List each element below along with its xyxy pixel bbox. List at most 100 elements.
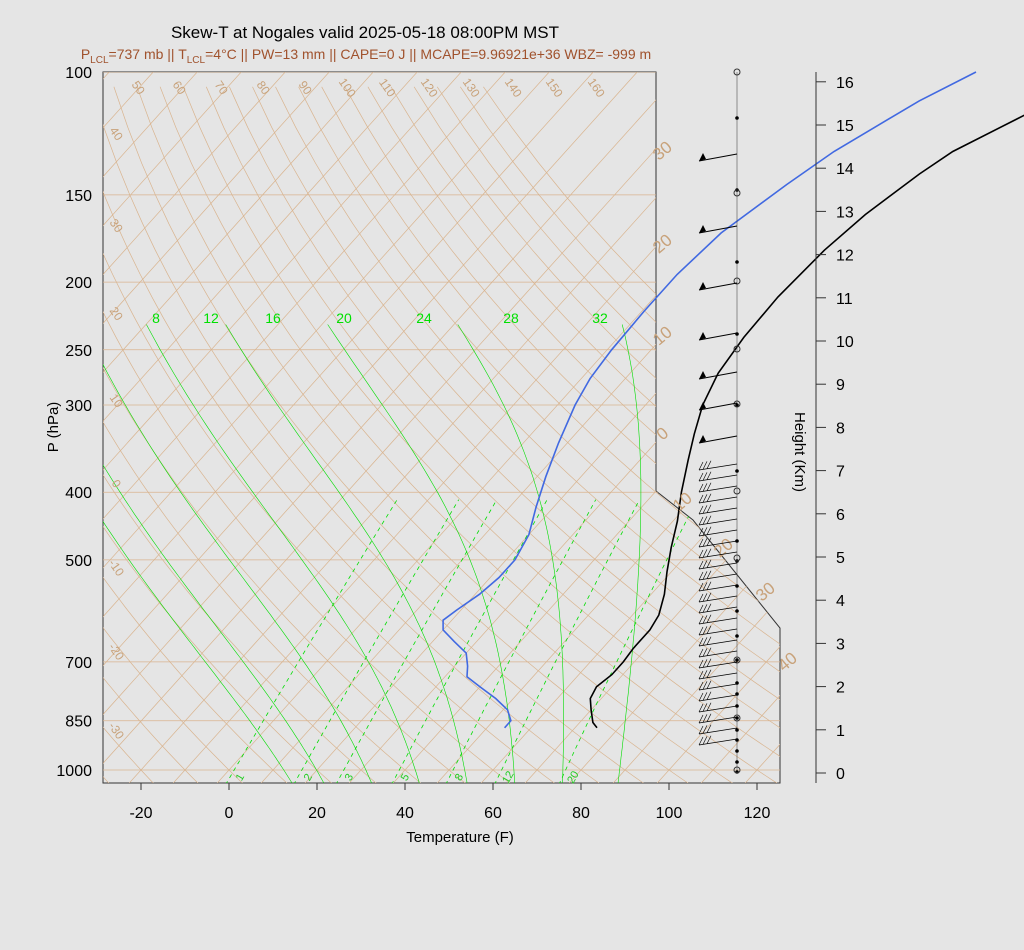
height-tick-label: 5 [836, 550, 845, 567]
height-tick-label: 13 [836, 204, 854, 221]
moist-adiabat-line [103, 324, 294, 783]
level-dot [735, 760, 739, 764]
wind-barb-feather [702, 527, 708, 536]
wind-barb [698, 584, 738, 592]
wind-barb-feather [706, 581, 712, 590]
dry-adiabat-line [367, 86, 780, 783]
dry-adiabat-line [344, 86, 780, 783]
dry-adiabat-line [113, 86, 691, 783]
wind-barb [698, 617, 738, 625]
wind-barb-flag [699, 371, 706, 379]
x-tick-label: 100 [656, 805, 683, 822]
wind-barb-feather [698, 483, 704, 493]
wind-barb-feather [706, 548, 712, 557]
level-circle [733, 554, 741, 562]
height-tick-label: 8 [836, 420, 845, 437]
wind-barb-feather [702, 538, 708, 547]
height-tick-label: 0 [836, 766, 845, 783]
dry-adiabat-line [390, 86, 780, 783]
wind-barb-flag [699, 332, 706, 340]
mixing-ratio-label: 12 [500, 769, 517, 786]
pressure-tick-label: 100 [65, 65, 92, 82]
dry-adiabat-line [103, 86, 334, 783]
isotherm-line [745, 72, 780, 783]
isotherm-line [103, 72, 462, 783]
wind-barb-feather [698, 593, 704, 603]
wind-barb [698, 507, 738, 515]
mixing-ratio-line [293, 499, 460, 783]
dry-adiabat-line [159, 86, 780, 783]
height-tick-label: 16 [836, 75, 854, 92]
dry-adiabat-line [103, 86, 245, 783]
wind-barb-feather [706, 570, 712, 579]
wind-barb-feather [698, 725, 704, 735]
height-axis-label: Height (Km) [791, 412, 808, 492]
level-dot [735, 749, 739, 753]
height-tick-label: 10 [836, 334, 854, 351]
level-dot [735, 469, 739, 473]
wind-barb [698, 496, 738, 504]
wind-barb-feather [706, 471, 712, 480]
isotherm-line [0, 72, 21, 783]
wet-adiabat-label: 24 [416, 310, 432, 326]
x-tick-label: 80 [572, 805, 590, 822]
level-dot [735, 738, 739, 742]
wind-barb [698, 573, 738, 581]
wind-barb [698, 705, 738, 713]
wind-barb-feather [698, 703, 704, 713]
wind-barb-feather [698, 659, 704, 669]
wind-barb-feather [702, 472, 708, 481]
wind-barb-feather [698, 714, 704, 724]
dry-adiabat-line [103, 86, 602, 783]
wet-adiabat-label: 12 [203, 310, 219, 326]
wind-barb [698, 371, 738, 380]
dry-adiabat-line [103, 86, 156, 783]
wind-barb-feather [698, 670, 704, 680]
mixing-ratio-line [225, 499, 398, 783]
wind-barb [698, 474, 738, 482]
wind-barb-feather [702, 582, 708, 591]
height-tick-label: 2 [836, 680, 845, 697]
wind-barb-feather [706, 537, 712, 546]
wind-barb-feather [698, 505, 704, 515]
wind-barb-feather [698, 494, 704, 504]
isotherm-line [525, 72, 780, 783]
isotherm-line [103, 72, 550, 783]
dry-adiabat-line [205, 86, 780, 783]
wind-barb-feather [698, 637, 704, 647]
background-lines [0, 72, 1024, 783]
mixing-ratio-label: 3 [343, 772, 356, 783]
wind-barb-feather [706, 691, 712, 700]
wind-barb-feather [702, 461, 708, 470]
isotherm-line [103, 72, 506, 783]
wind-barb [698, 153, 738, 162]
isotherm-line [261, 72, 780, 783]
chart-title: Skew-T at Nogales valid 2025-05-18 08:00… [171, 23, 559, 42]
wind-barb-feather [698, 692, 704, 702]
wind-barb-feather [698, 527, 704, 537]
wind-barb-feather [698, 626, 704, 636]
isotherm-line [103, 72, 374, 783]
mixing-ratio-label: 2 [302, 772, 315, 783]
x-tick-label: 0 [225, 805, 234, 822]
y-axis-label: P (hPa) [45, 402, 62, 453]
wind-barb-feather [702, 505, 708, 514]
level-circle [733, 345, 741, 353]
mixing-ratio-line [445, 499, 597, 783]
level-circle [733, 714, 741, 722]
wind-barb-feather [702, 681, 708, 690]
wind-barb [698, 606, 738, 614]
height-tick-label: 7 [836, 464, 845, 481]
isotherm-line [833, 72, 1024, 783]
temperature-profile-line [589, 114, 1024, 729]
wind-barb-feather [702, 560, 708, 569]
wind-barb-feather [698, 560, 704, 570]
wind-barb-flag [699, 435, 706, 443]
height-tick-label: 15 [836, 118, 854, 135]
moist-adiabat-line [225, 324, 468, 783]
wind-barb-feather [702, 736, 708, 745]
wind-barb [698, 738, 738, 746]
wind-barb-feather [706, 614, 712, 623]
wind-barb-feather [698, 461, 704, 471]
x-tick-label: 120 [744, 805, 771, 822]
